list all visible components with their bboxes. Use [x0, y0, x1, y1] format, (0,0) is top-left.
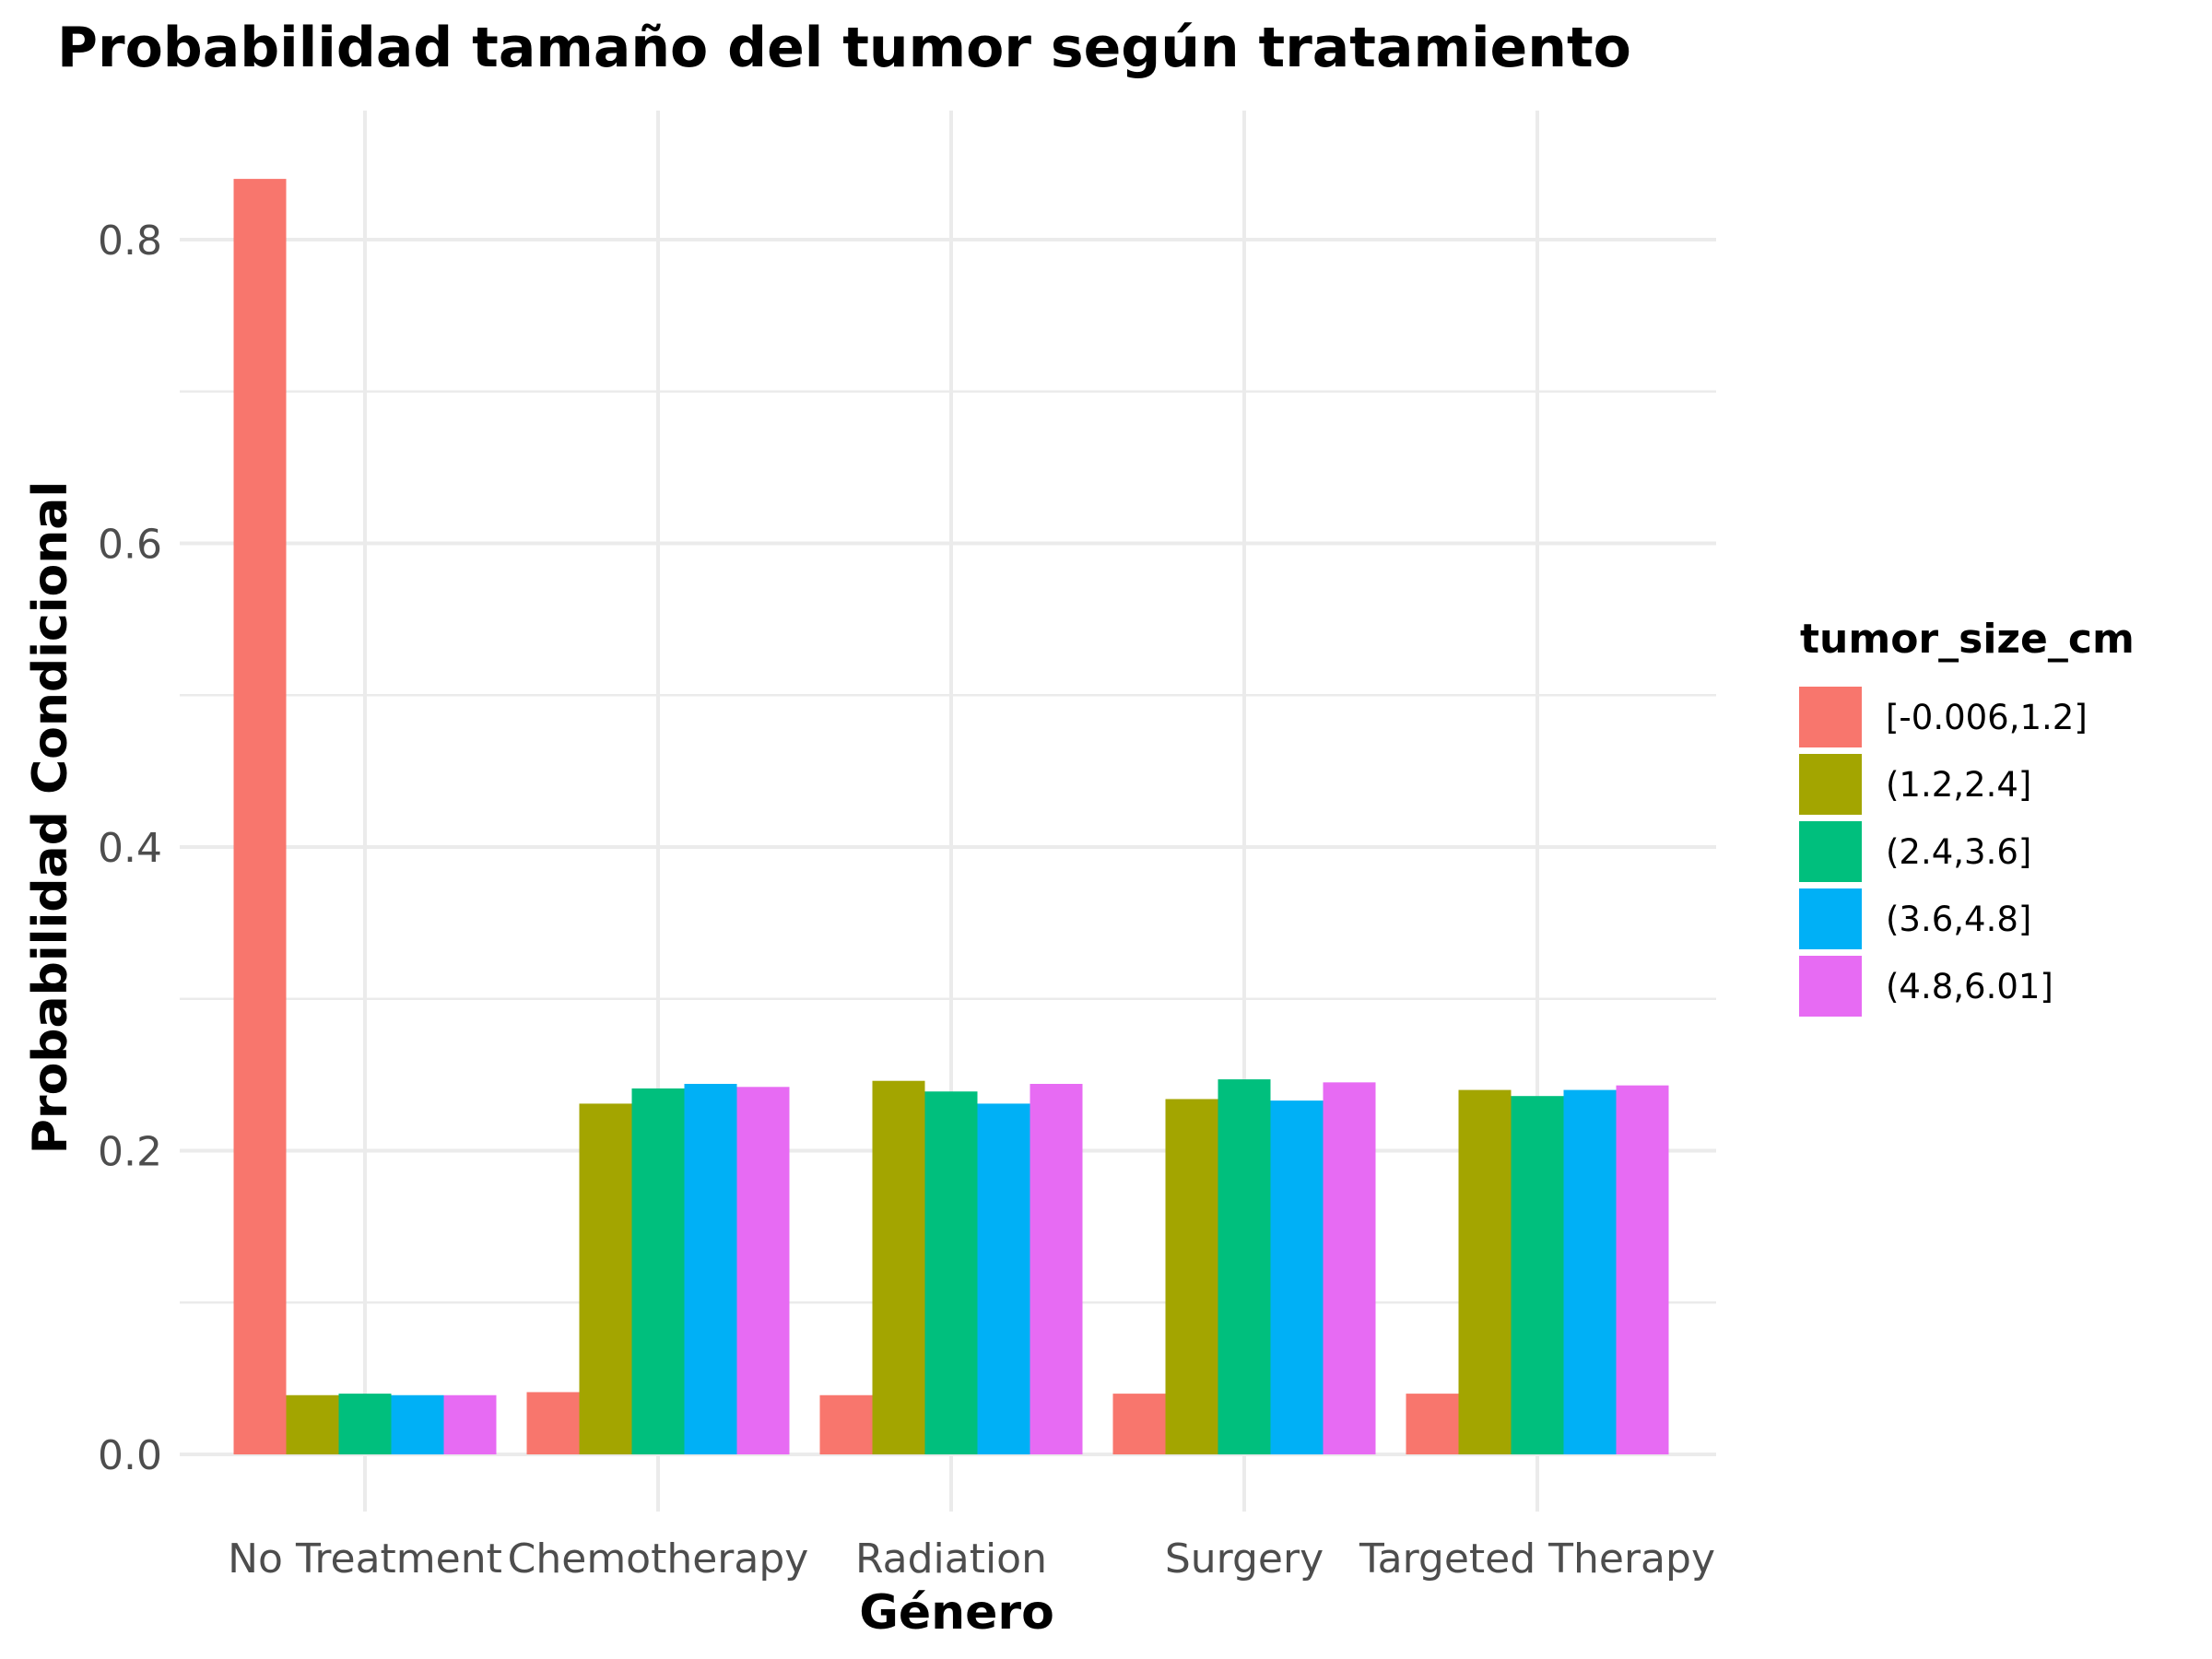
legend-key: [1799, 956, 1862, 1017]
bar: [872, 1080, 925, 1454]
x-axis: No Treatment Chemotherapy Radiation Surgery…: [228, 1535, 1715, 1583]
bar: [443, 1394, 497, 1454]
legend-key: [1799, 821, 1862, 882]
bar: [1616, 1085, 1669, 1454]
bar: [233, 179, 287, 1455]
legend-label: (2.4,3.6]: [1886, 832, 2031, 872]
bar: [391, 1394, 444, 1454]
x-axis-title: Género: [859, 1585, 1054, 1641]
legend-key: [1799, 754, 1862, 815]
chart-title: Probabilidad tamaño del tumor según trat…: [57, 16, 1631, 80]
x-tick-label: Surgery: [1165, 1535, 1324, 1583]
bar: [526, 1392, 580, 1454]
x-tick-label: Radiation: [855, 1535, 1047, 1583]
bar: [1165, 1099, 1218, 1454]
y-tick-label: 0.0: [98, 1432, 162, 1479]
x-tick-label: No Treatment: [228, 1535, 502, 1583]
legend-title: tumor_size_cm: [1800, 616, 2135, 663]
bar: [1270, 1100, 1324, 1454]
y-tick-label: 0.8: [98, 218, 162, 265]
bar: [684, 1084, 737, 1454]
bars: [233, 179, 1669, 1455]
y-axis: 0.0 0.2 0.4 0.6 0.8: [98, 218, 162, 1479]
legend-key: [1799, 687, 1862, 747]
bar: [977, 1103, 1030, 1454]
y-tick-label: 0.4: [98, 825, 162, 872]
bar: [924, 1091, 978, 1454]
y-axis-title: Probabilidad Condicional: [23, 481, 78, 1154]
legend: tumor_size_cm [-0.006,1.2] (1.2,2.4] (2.4,…: [1799, 616, 2135, 1017]
bar: [1406, 1394, 1459, 1454]
x-tick-label: Targeted Therapy: [1359, 1535, 1715, 1583]
bar: [1112, 1394, 1166, 1454]
y-tick-label: 0.2: [98, 1129, 162, 1176]
bar: [579, 1103, 632, 1454]
legend-label: (4.8,6.01]: [1886, 967, 2053, 1006]
legend-label: [-0.006,1.2]: [1886, 698, 2088, 737]
bar: [286, 1394, 339, 1454]
legend-label: (1.2,2.4]: [1886, 765, 2031, 805]
bar: [631, 1088, 685, 1454]
legend-label: (3.6,4.8]: [1886, 900, 2031, 939]
bar: [736, 1087, 790, 1454]
bar: [1511, 1096, 1564, 1454]
bar: [819, 1394, 873, 1454]
legend-key: [1799, 888, 1862, 949]
bar: [1563, 1089, 1617, 1454]
x-tick-label: Chemotherapy: [508, 1535, 809, 1583]
bar: [338, 1394, 392, 1454]
bar: [1323, 1082, 1376, 1454]
y-tick-label: 0.6: [98, 522, 162, 569]
bar: [1030, 1084, 1083, 1454]
bar: [1458, 1089, 1512, 1454]
bar: [1218, 1079, 1271, 1454]
